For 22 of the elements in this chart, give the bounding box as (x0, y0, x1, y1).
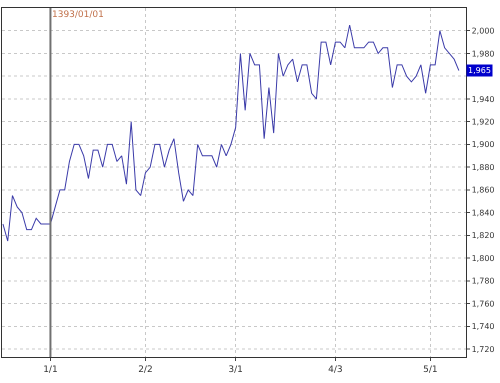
y-tick-label: 2,000 (472, 26, 495, 36)
y-tick-label: 1,900 (472, 140, 495, 150)
data-label: 1,965 (468, 66, 491, 75)
y-tick-label: 1,780 (472, 276, 495, 286)
y-tick-label: 1,840 (472, 208, 495, 218)
line-series (2, 24, 460, 242)
y-tick-label: 1,720 (472, 344, 495, 354)
x-tick-label: 5/1 (423, 364, 438, 375)
y-tick-label: 1,920 (472, 117, 495, 126)
y-tick-label: 1,980 (472, 49, 495, 58)
x-tick-label: 4/3 (328, 364, 343, 375)
y-tick-label: 1,820 (472, 231, 495, 240)
y-tick-label: 1,940 (472, 94, 495, 104)
y-tick-label: 1,880 (472, 162, 495, 172)
x-tick-label: 1/1 (43, 364, 58, 375)
y-tick-label: 1,800 (472, 254, 495, 263)
y-tick-label: 1,860 (472, 186, 495, 195)
y-tick-label: 1,740 (472, 322, 495, 332)
y-tick-label: 1,760 (472, 299, 495, 308)
ref-line-label: 1393/01/01 (52, 10, 104, 20)
x-tick-label: 3/1 (228, 364, 243, 375)
x-tick-label: 2/2 (138, 364, 153, 375)
